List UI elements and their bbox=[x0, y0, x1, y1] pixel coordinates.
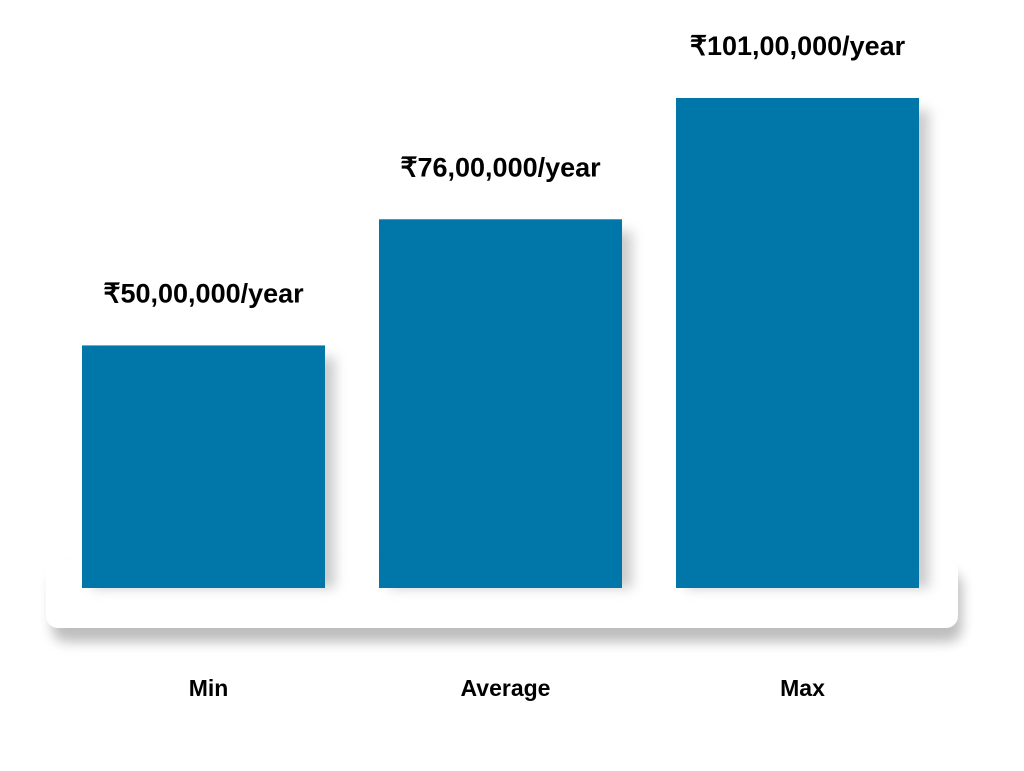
bars: ₹50,00,000/year Min ₹76,00,000/year Average… bbox=[82, 31, 929, 701]
value-label: ₹76,00,000/year bbox=[400, 152, 601, 182]
bar bbox=[82, 345, 325, 588]
bar bbox=[676, 98, 919, 588]
x-tick-label: Max bbox=[780, 675, 825, 701]
x-tick-label: Average bbox=[461, 675, 551, 701]
bar bbox=[379, 219, 622, 589]
value-label: ₹50,00,000/year bbox=[103, 279, 304, 309]
x-tick-label: Min bbox=[189, 675, 229, 701]
value-label: ₹101,00,000/year bbox=[690, 31, 906, 61]
